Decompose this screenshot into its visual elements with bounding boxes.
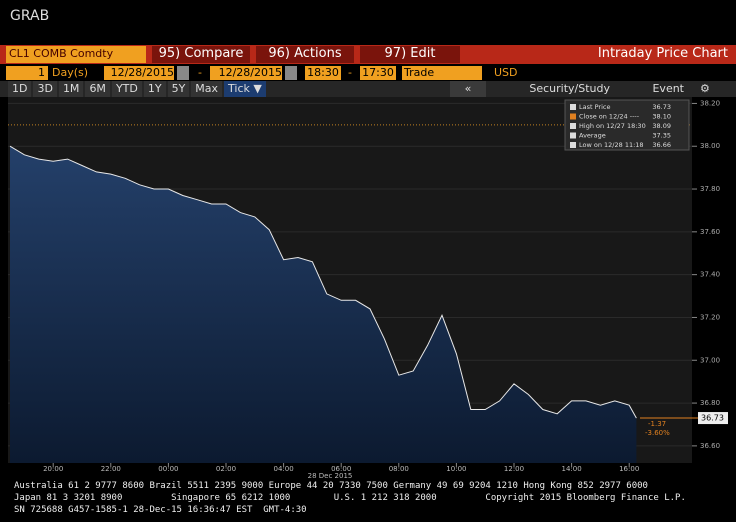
x-tick-label: 02:00 <box>216 465 236 473</box>
separator: - <box>198 66 202 79</box>
start-time[interactable]: 18:30 <box>305 66 341 80</box>
legend-value: 38.09 <box>652 122 671 130</box>
legend-label: Close on 12/24 ---- <box>579 113 640 121</box>
legend-swatch <box>570 142 576 148</box>
period-count[interactable]: 1 <box>6 66 48 80</box>
footer-line: SN 725688 G457-1585-1 28-Dec-15 16:36:47… <box>14 505 307 515</box>
y-tick-label: 36.80 <box>700 399 720 407</box>
field-dropdown[interactable]: Trade <box>402 66 482 80</box>
price-line <box>9 145 637 419</box>
screen-title: Intraday Price Chart <box>597 46 728 61</box>
event-button[interactable]: Event <box>652 82 684 95</box>
security-field[interactable]: CL1 COMB Comdty <box>6 46 146 63</box>
actions-button[interactable]: 96) Actions <box>256 46 354 63</box>
end-date[interactable]: 12/28/2015 <box>210 66 282 80</box>
edit-button[interactable]: 97) Edit <box>360 46 460 63</box>
date-label: 28 Dec 2015 <box>308 472 353 480</box>
legend-label: Low on 12/28 11:18 <box>579 141 644 149</box>
period-buttons: 1D 3D 1M 6M YTD 1Y 5Y Max Tick ▼ <box>8 81 266 97</box>
x-tick-label: 22:00 <box>101 465 121 473</box>
period-button[interactable]: 1D <box>8 81 32 97</box>
window-title: GRAB <box>10 8 50 24</box>
legend-swatch <box>570 123 576 129</box>
y-tick-label: 38.20 <box>700 99 720 107</box>
change-pct-label: -3.60% <box>645 429 670 437</box>
legend-value: 36.73 <box>652 103 671 111</box>
legend-swatch <box>570 113 576 120</box>
legend-label: Average <box>579 132 606 140</box>
x-tick-label: 08:00 <box>389 465 409 473</box>
y-tick-label: 37.20 <box>700 313 720 321</box>
calendar-icon[interactable] <box>285 66 297 80</box>
compare-button[interactable]: 95) Compare <box>152 46 250 63</box>
x-tick-label: 20:00 <box>43 465 63 473</box>
x-tick-label: 14:00 <box>562 465 582 473</box>
period-button[interactable]: 1M <box>58 81 84 97</box>
x-tick-label: 04:00 <box>274 465 294 473</box>
y-tick-label: 37.00 <box>700 356 720 364</box>
y-tick-label: 37.60 <box>700 228 720 236</box>
period-unit[interactable]: Day(s) <box>52 66 89 79</box>
legend-value: 36.66 <box>652 141 671 149</box>
period-button[interactable]: Tick ▼ <box>224 81 266 97</box>
y-tick-label: 37.40 <box>700 271 720 279</box>
price-area <box>10 146 637 463</box>
separator: - <box>348 66 352 79</box>
y-tick-label: 37.80 <box>700 185 720 193</box>
legend-value: 38.10 <box>652 113 671 121</box>
footer-line: Japan 81 3 3201 8900 Singapore 65 6212 1… <box>14 493 686 503</box>
period-button[interactable]: 5Y <box>167 81 190 97</box>
x-tick-label: 16:00 <box>619 465 639 473</box>
period-button[interactable]: YTD <box>111 81 142 97</box>
period-button[interactable]: 3D <box>33 81 57 97</box>
currency: USD <box>494 66 518 79</box>
footer-line: Australia 61 2 9777 8600 Brazil 5511 239… <box>14 481 648 491</box>
period-button[interactable]: Max <box>191 81 223 97</box>
legend-box <box>564 99 690 151</box>
last-price-label: 36.73 <box>701 414 724 423</box>
study-button[interactable]: Security/Study <box>529 82 610 95</box>
calendar-icon[interactable] <box>177 66 189 80</box>
footer: Australia 61 2 9777 8600 Brazil 5511 239… <box>14 480 686 516</box>
end-time[interactable]: 17:30 <box>360 66 396 80</box>
legend-swatch <box>570 132 576 139</box>
legend-value: 37.35 <box>652 132 671 140</box>
start-date[interactable]: 12/28/2015 <box>104 66 174 80</box>
last-price-box <box>698 412 728 425</box>
legend-swatch <box>570 104 576 110</box>
period-button[interactable]: 6M <box>85 81 110 97</box>
change-label: -1.37 <box>648 420 666 428</box>
period-button[interactable]: 1Y <box>143 81 166 97</box>
x-tick-label: 12:00 <box>504 465 524 473</box>
legend-label: High on 12/27 18:30 <box>579 122 646 130</box>
x-tick-label: 10:00 <box>446 465 466 473</box>
settings-icon[interactable]: ⚙ <box>700 82 710 95</box>
y-tick-label: 38.00 <box>700 142 720 150</box>
y-tick-label: 36.60 <box>700 442 720 450</box>
legend-label: Last Price <box>579 103 610 111</box>
nav-button[interactable]: « <box>450 81 486 97</box>
x-tick-label: 06:00 <box>331 465 351 473</box>
x-tick-label: 00:00 <box>158 465 178 473</box>
